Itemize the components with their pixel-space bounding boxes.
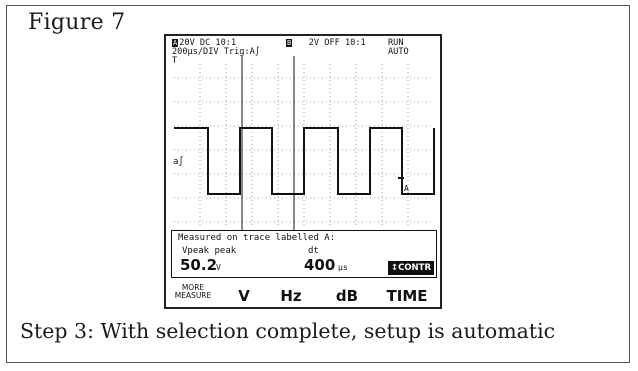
trace-label-a: a∫ xyxy=(173,157,184,167)
channel-a-settings: 20V DC 10:1 xyxy=(179,38,237,48)
figure-label: Figure 7 xyxy=(28,10,126,35)
channel-b-header: B 2V OFF 10:1 xyxy=(286,39,366,48)
figure-caption: Step 3: With selection complete, setup i… xyxy=(20,319,556,343)
channel-b-settings: 2V OFF 10:1 xyxy=(308,38,366,48)
softkey-decibel[interactable]: dB xyxy=(335,287,359,305)
oscilloscope-screen: A 20V DC 10:1 B 2V OFF 10:1 RUN 200µs/DIV… xyxy=(164,34,442,309)
run-state: RUN xyxy=(388,38,404,48)
vpeak-label: Vpeak peak xyxy=(182,246,237,256)
softkey-time[interactable]: TIME xyxy=(386,287,428,305)
softkey-more-measure[interactable]: MORE MEASURE xyxy=(172,284,214,300)
more-measure-line1: MORE xyxy=(181,283,205,292)
graticule-grid xyxy=(174,64,434,228)
timebase-trigger: 200µs/DIV Trig:A∫ xyxy=(172,47,260,57)
softkey-volt[interactable]: V xyxy=(238,287,250,305)
softkey-bar: MORE MEASURE V Hz dB TIME xyxy=(166,280,440,306)
vpeak-unit: V xyxy=(216,263,221,272)
trigger-marker: T xyxy=(172,56,178,66)
contrast-button[interactable]: ↕CONTR xyxy=(387,261,434,275)
channel-b-badge: B xyxy=(286,39,293,47)
more-measure-line2: MEASURE xyxy=(174,291,212,300)
dt-unit: µs xyxy=(338,263,348,272)
measurement-title: Measured on trace labelled A: xyxy=(178,233,336,243)
dt-label: dt xyxy=(308,246,319,256)
square-wave-trace xyxy=(174,127,435,195)
dt-value: 400 xyxy=(304,256,336,274)
vpeak-value: 50.2 xyxy=(180,256,218,274)
channel-a-header: A 20V DC 10:1 xyxy=(172,39,236,48)
measurement-panel: Measured on trace labelled A: Vpeak peak… xyxy=(171,230,437,278)
acquisition-mode: AUTO xyxy=(388,47,409,57)
cursor-label-a: A xyxy=(404,184,409,193)
softkey-hertz[interactable]: Hz xyxy=(280,287,302,305)
channel-a-badge: A xyxy=(172,39,179,47)
waveform-display xyxy=(174,56,435,230)
